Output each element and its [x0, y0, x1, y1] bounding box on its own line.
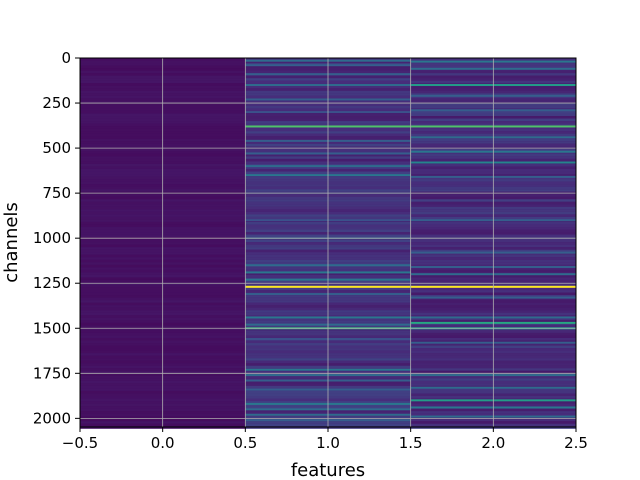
y-tick-label: 250 [42, 94, 71, 112]
x-tick-label: 0.0 [151, 434, 175, 452]
x-axis-label: features [291, 460, 365, 480]
y-tick-label: 500 [42, 139, 71, 157]
x-tick-label: 2.0 [481, 434, 505, 452]
ticks: −0.5 0.0 0.5 1.0 1.5 2.0 2.5 0 250 500 750 1000 1250… [33, 49, 588, 452]
y-tick-label: 0 [61, 49, 71, 67]
y-tick-label: 1000 [33, 229, 71, 247]
y-tick-label: 1750 [33, 364, 71, 382]
x-tick-label: 1.0 [316, 434, 340, 452]
y-tick-label: 1250 [33, 274, 71, 292]
x-tick-label: 1.5 [399, 434, 423, 452]
y-tick-label: 2000 [33, 409, 71, 427]
x-tick-label: 2.5 [564, 434, 588, 452]
x-tick-label: −0.5 [62, 434, 98, 452]
y-tick-label: 750 [42, 184, 71, 202]
x-tick-label: 0.5 [233, 434, 257, 452]
y-tick-label: 1500 [33, 319, 71, 337]
y-axis-label: channels [1, 202, 22, 283]
